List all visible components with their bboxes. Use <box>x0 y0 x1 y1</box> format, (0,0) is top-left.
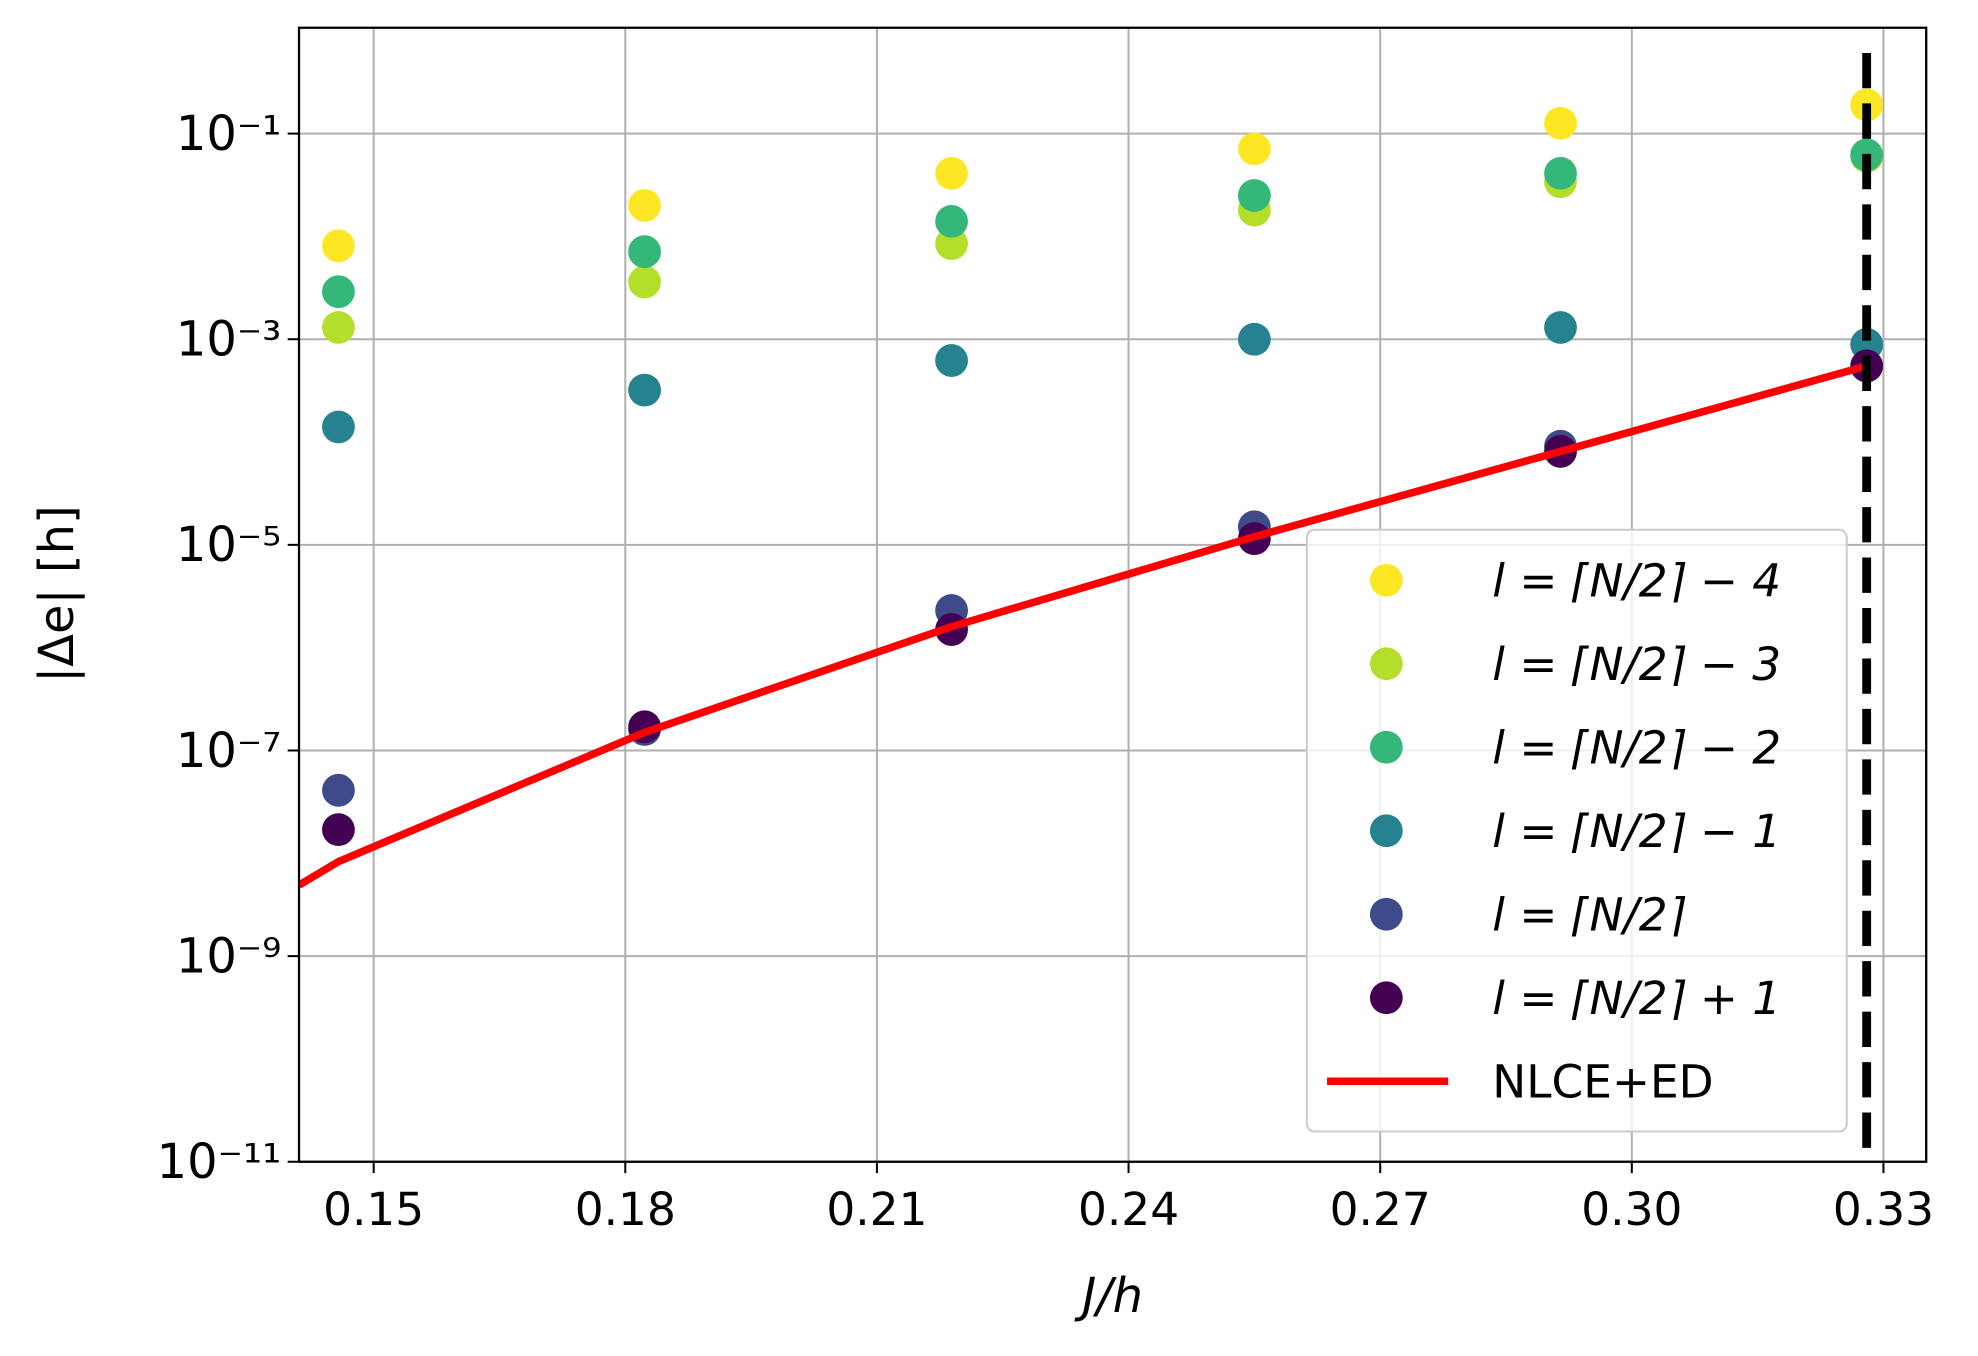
legend-box <box>1305 528 1848 1133</box>
x-tick-label: 0.30 <box>1581 1183 1682 1236</box>
data-point <box>322 813 355 847</box>
legend-label: l = ⌈N/2⌉ − 3 <box>1492 638 1781 691</box>
data-point <box>1544 311 1577 344</box>
legend-label: NLCE+ED <box>1492 1056 1713 1109</box>
data-point <box>1237 322 1271 356</box>
data-point <box>1237 132 1271 166</box>
data-point <box>1544 106 1577 140</box>
x-tick-label: 0.24 <box>1078 1183 1179 1236</box>
y-tick-label: 10⁻⁹ <box>176 930 281 985</box>
data-point <box>935 344 968 377</box>
y-tick-label: 10⁻⁷ <box>176 724 281 779</box>
y-axis-label: |Δe| [h] <box>30 505 85 683</box>
y-tick-label: 10⁻¹¹ <box>157 1135 282 1190</box>
data-point <box>322 229 355 263</box>
legend-marker <box>1369 814 1403 848</box>
data-point <box>322 311 355 344</box>
x-tick-label: 0.27 <box>1330 1183 1431 1236</box>
legend-marker <box>1369 647 1403 681</box>
legend-marker <box>1369 563 1403 597</box>
data-point <box>935 204 968 238</box>
data-point <box>1237 179 1271 212</box>
y-tick-label: 10⁻³ <box>176 313 281 368</box>
data-point <box>1544 157 1577 190</box>
plot-area <box>299 52 1884 1162</box>
data-point <box>322 275 355 309</box>
data-point <box>628 235 661 269</box>
data-point <box>628 373 661 407</box>
x-tick-label: 0.15 <box>323 1183 424 1236</box>
data-point <box>628 189 661 222</box>
data-point <box>322 410 355 444</box>
y-tick-label: 10⁻⁵ <box>176 518 281 573</box>
y-tick-label: 10⁻¹ <box>176 107 281 162</box>
x-tick-label: 0.33 <box>1833 1183 1934 1236</box>
nlce-line <box>299 362 1868 889</box>
legend-label: l = ⌈N/2⌉ <box>1492 889 1685 942</box>
legend-marker <box>1369 730 1403 764</box>
legend-marker <box>1369 981 1403 1015</box>
legend-marker <box>1369 897 1403 931</box>
legend-label: l = ⌈N/2⌉ + 1 <box>1492 972 1781 1025</box>
data-point <box>322 773 355 807</box>
data-point <box>935 157 968 190</box>
x-axis-label: J/h <box>1074 1269 1143 1324</box>
x-tick-label: 0.18 <box>575 1183 676 1236</box>
x-tick-label: 0.21 <box>826 1183 927 1236</box>
legend-label: l = ⌈N/2⌉ − 1 <box>1492 805 1781 858</box>
data-point <box>628 265 661 299</box>
legend-label: l = ⌈N/2⌉ − 2 <box>1492 722 1781 775</box>
axes-frame <box>297 26 1928 1163</box>
legend-label: l = ⌈N/2⌉ − 4 <box>1492 555 1781 608</box>
